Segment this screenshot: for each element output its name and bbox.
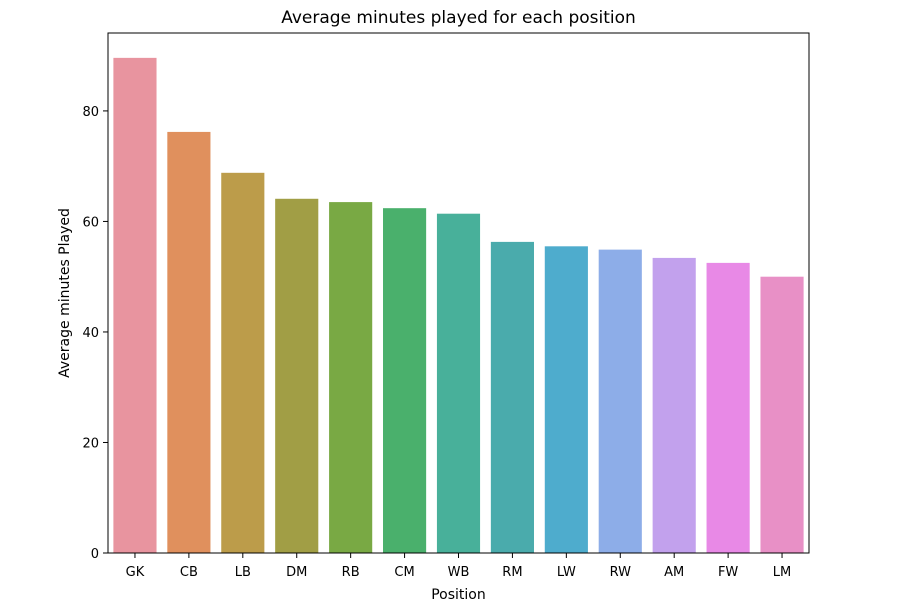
x-tick-label: FW xyxy=(718,565,738,580)
bar-dm xyxy=(275,198,319,554)
y-axis-ticks: 0 20 40 60 80 xyxy=(82,105,108,562)
plot-frame xyxy=(107,32,810,554)
y-axis-label: Average minutes Played xyxy=(57,208,73,378)
bar-lm xyxy=(760,276,804,553)
x-tick-label: LB xyxy=(235,565,251,580)
x-tick-label: LM xyxy=(773,565,791,580)
bar-gk xyxy=(113,57,157,554)
y-tick-label: 80 xyxy=(82,105,99,120)
bar-am xyxy=(652,257,696,553)
bar-lw xyxy=(544,246,588,553)
x-tick-label: CB xyxy=(180,565,198,580)
x-axis-ticks: GK CB LB DM RB CM WB RM LW RW AM FW LM xyxy=(126,553,791,580)
y-tick-label: 20 xyxy=(82,436,99,451)
bar-rw xyxy=(598,249,642,554)
x-tick-label: RB xyxy=(342,565,360,580)
bar-lb xyxy=(221,172,265,553)
x-tick-label: GK xyxy=(126,565,145,580)
x-tick-label: RW xyxy=(610,565,632,580)
x-tick-label: CM xyxy=(394,565,414,580)
chart-title: Average minutes played for each position xyxy=(281,8,636,28)
x-axis-label: Position xyxy=(431,587,486,603)
bars-group xyxy=(113,57,804,554)
bar-wb xyxy=(436,213,481,553)
x-tick-label: DM xyxy=(286,565,307,580)
x-tick-label: WB xyxy=(448,565,470,580)
bar-cm xyxy=(383,208,427,553)
y-tick-label: 0 xyxy=(91,547,99,562)
x-tick-label: LW xyxy=(557,565,576,580)
y-tick-label: 60 xyxy=(82,215,99,230)
x-tick-label: RM xyxy=(502,565,522,580)
bar-cb xyxy=(167,131,211,553)
y-tick-label: 40 xyxy=(82,326,99,341)
x-tick-label: AM xyxy=(664,565,684,580)
bar-rb xyxy=(329,202,373,553)
bar-fw xyxy=(706,262,750,553)
bar-rm xyxy=(490,241,534,554)
